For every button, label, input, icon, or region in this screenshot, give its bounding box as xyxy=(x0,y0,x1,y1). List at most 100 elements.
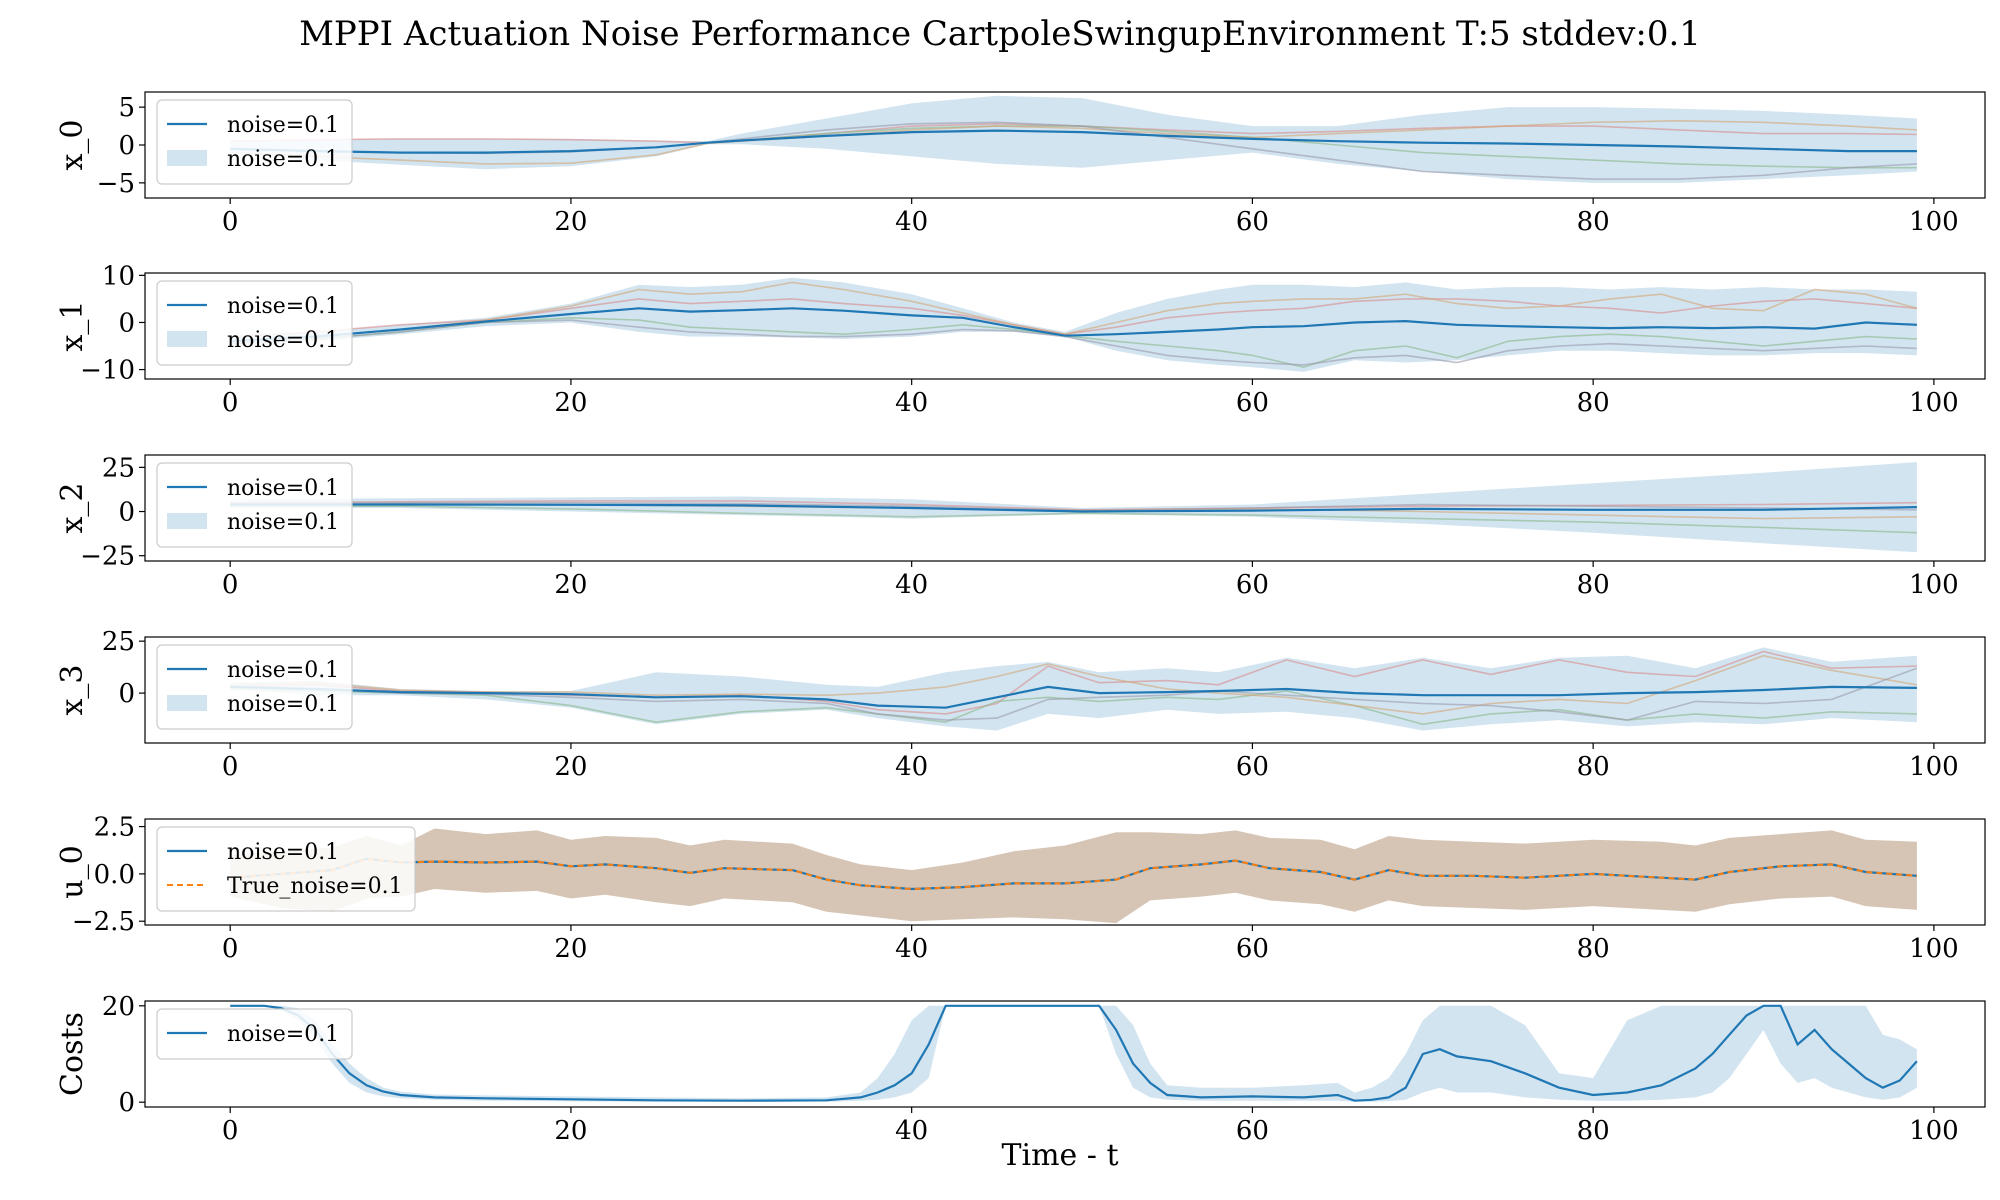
y-tick-label: 25 xyxy=(102,453,135,483)
legend-label: True_noise=0.1 xyxy=(227,874,403,899)
legend-band-swatch xyxy=(167,331,207,347)
x-tick-label: 60 xyxy=(1236,1116,1269,1146)
trial-line xyxy=(230,119,1917,165)
plot-area xyxy=(230,95,1917,183)
plot-area xyxy=(230,462,1917,553)
y-tick-label: −10 xyxy=(80,356,135,386)
legend-box xyxy=(156,826,416,912)
x-tick-label: 100 xyxy=(1909,934,1959,964)
subplot-x-3: 0 20 40 60 80 100 25 0 x_3 noise=0.1 noise=0.1 xyxy=(55,627,1986,782)
legend-box xyxy=(156,1008,353,1060)
x-tick-label: 20 xyxy=(554,752,587,782)
chart-title: MPPI Actuation Noise Performance Cartpol… xyxy=(299,14,1701,54)
legend: noise=0.1 xyxy=(156,1008,353,1060)
legend: noise=0.1 True_noise=0.1 xyxy=(156,826,416,912)
y-axis-label: x_3 xyxy=(55,664,90,715)
x-tick-label: 20 xyxy=(554,388,587,418)
x-tick-label: 100 xyxy=(1909,752,1959,782)
x-tick-label: 0 xyxy=(222,570,239,600)
legend: noise=0.1 noise=0.1 xyxy=(156,280,353,366)
axes-frame xyxy=(144,636,1986,744)
x-tick-label: 20 xyxy=(554,570,587,600)
y-tick-label: −5 xyxy=(97,169,135,199)
mean-line xyxy=(230,503,1917,513)
trial-line xyxy=(230,319,1917,366)
x-tick-label: 80 xyxy=(1577,1116,1610,1146)
x-tick-label: 60 xyxy=(1236,207,1269,237)
confidence-band xyxy=(230,828,1917,924)
legend: noise=0.1 noise=0.1 xyxy=(156,462,353,548)
confidence-band xyxy=(230,277,1917,372)
legend-band-swatch xyxy=(167,513,207,529)
x-tick-label: 80 xyxy=(1577,388,1610,418)
x-tick-label: 40 xyxy=(895,934,928,964)
x-tick-label: 100 xyxy=(1909,207,1959,237)
y-tick-label: 5 xyxy=(118,93,135,123)
x-tick-label: 80 xyxy=(1577,570,1610,600)
y-axis-label: x_1 xyxy=(55,300,90,351)
legend-label: noise=0.1 xyxy=(227,658,339,683)
x-tick-label: 60 xyxy=(1236,752,1269,782)
x-tick-label: 20 xyxy=(554,1116,587,1146)
legend-band-swatch xyxy=(167,150,207,166)
legend: noise=0.1 noise=0.1 xyxy=(156,644,353,730)
x-tick-label: 60 xyxy=(1236,934,1269,964)
legend-label: noise=0.1 xyxy=(227,510,339,535)
x-tick-label: 40 xyxy=(895,388,928,418)
axes-frame xyxy=(144,454,1986,562)
y-tick-label: 0 xyxy=(118,1088,135,1118)
x-tick-label: 100 xyxy=(1909,1116,1959,1146)
legend-label: noise=0.1 xyxy=(227,328,339,353)
x-tick-label: 100 xyxy=(1909,388,1959,418)
legend-label: noise=0.1 xyxy=(227,113,339,138)
x-tick-label: 0 xyxy=(222,752,239,782)
subplot-costs: 0 20 40 60 80 100 20 0 Costs noise=0.1 xyxy=(55,992,1986,1146)
y-tick-label: −2.5 xyxy=(72,907,135,937)
x-tick-label: 0 xyxy=(222,388,239,418)
legend-band-swatch xyxy=(167,695,207,711)
legend-label: noise=0.1 xyxy=(227,1022,339,1047)
trial-line xyxy=(230,281,1918,343)
y-tick-label: 2.5 xyxy=(94,813,135,843)
legend: noise=0.1 noise=0.1 xyxy=(156,99,353,185)
y-tick-label: 0.0 xyxy=(94,860,135,890)
subplot-x-2: 0 20 40 60 80 100 25 0 −25 x_2 noise=0.1 noise=0.1 xyxy=(55,453,1986,600)
plot-area xyxy=(230,828,1917,924)
y-axis-label: x_0 xyxy=(55,119,90,170)
mean-line xyxy=(230,1004,1918,1102)
legend-label: noise=0.1 xyxy=(227,692,339,717)
trial-line xyxy=(230,298,1917,338)
legend-box xyxy=(156,644,353,730)
x-tick-label: 40 xyxy=(895,570,928,600)
x-tick-label: 80 xyxy=(1577,934,1610,964)
confidence-band xyxy=(230,95,1917,183)
y-tick-label: −25 xyxy=(80,542,135,572)
x-tick-label: 60 xyxy=(1236,570,1269,600)
x-tick-label: 20 xyxy=(554,934,587,964)
y-tick-label: 20 xyxy=(102,992,135,1022)
y-axis-label: Costs xyxy=(55,1012,90,1096)
x-tick-label: 20 xyxy=(554,207,587,237)
legend-label: noise=0.1 xyxy=(227,476,339,501)
legend-box xyxy=(156,99,353,185)
x-tick-label: 40 xyxy=(895,1116,928,1146)
legend-label: noise=0.1 xyxy=(227,147,339,172)
mean-line xyxy=(230,129,1917,154)
plot-area xyxy=(230,277,1918,372)
mean-line xyxy=(230,685,1917,709)
axes-frame xyxy=(144,272,1986,380)
x-axis-label: Time - t xyxy=(1001,1138,1119,1173)
axes-frame xyxy=(144,1000,1986,1108)
legend-box xyxy=(156,462,353,548)
x-tick-label: 0 xyxy=(222,207,239,237)
axes-frame xyxy=(144,818,1986,926)
trial-line xyxy=(230,505,1917,534)
x-tick-label: 80 xyxy=(1577,207,1610,237)
y-axis-label: x_2 xyxy=(55,482,90,533)
x-tick-label: 100 xyxy=(1909,570,1959,600)
y-tick-label: 25 xyxy=(102,627,135,657)
mean-line xyxy=(230,307,1917,343)
